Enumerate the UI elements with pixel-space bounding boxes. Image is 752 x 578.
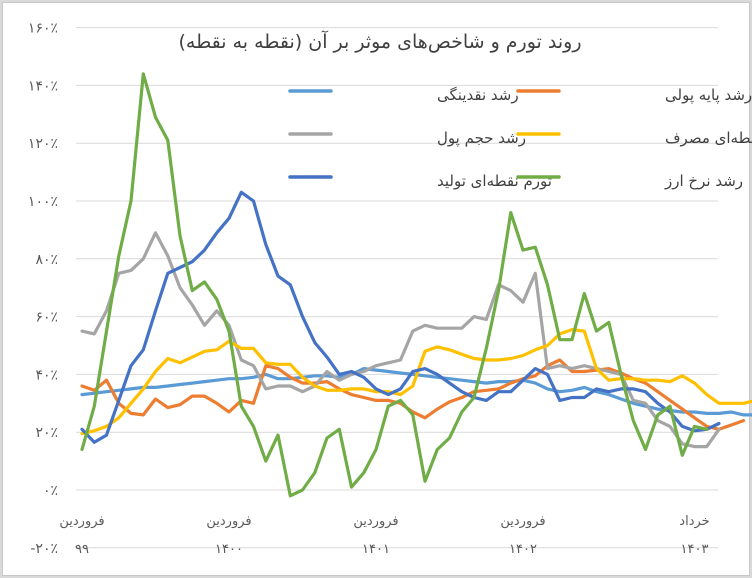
x-tick-month: فروردین	[59, 514, 104, 529]
y-tick-label: ۱۰۰٪	[28, 194, 58, 210]
series-line	[80, 328, 752, 436]
x-tick-month: فروردین	[206, 514, 251, 529]
x-tick-year: ۱۴۰۲	[509, 542, 537, 557]
x-tick-year: ۱۴۰۰	[215, 542, 243, 557]
y-tick-label: ۱۴۰٪	[28, 78, 58, 94]
legend-label: تورم نقطه‌ای مصرف	[665, 129, 752, 147]
legend-label: رشد پایه پولی	[665, 86, 752, 105]
legend-label: رشد نرخ ارز	[664, 172, 743, 190]
legend-label: رشد حجم پول	[437, 129, 526, 148]
series-line	[80, 231, 721, 449]
legend-label: رشد نقدینگی	[437, 86, 519, 104]
chart-title: روند تورم و شاخص‌های موثر بر آن (نقطه به…	[178, 29, 581, 53]
gridlines	[76, 27, 718, 549]
y-tick-label: ۴۰٪	[35, 367, 58, 383]
y-tick-label: ۲۰٪	[35, 425, 58, 441]
y-tick-label: -۲۰٪	[30, 541, 58, 557]
legend: رشد نقدینگی رشد پایه پولی رشد حجم پول تورم …	[288, 86, 752, 190]
y-tick-label: ۰٪	[43, 483, 58, 499]
y-axis-ticks: ۱۶۰٪ ۱۴۰٪ ۱۲۰٪ ۱۰۰٪ ۸۰٪ ۶۰٪ ۴۰٪ ۲۰٪ ۰٪ -۲۰٪	[28, 21, 58, 557]
y-tick-label: ۶۰٪	[35, 310, 58, 326]
y-tick-label: ۱۲۰٪	[28, 136, 58, 152]
x-tick-year: ۱۴۰۱	[362, 542, 390, 557]
y-tick-label: ۱۶۰٪	[28, 21, 58, 37]
x-axis-ticks: فروردین ۹۹ فروردین ۱۴۰۰ فروردین ۱۴۰۱ فروردین ۱۴…	[59, 514, 709, 557]
x-tick-year: ۹۹	[75, 542, 89, 557]
series-line	[80, 190, 721, 444]
y-tick-label: ۸۰٪	[35, 252, 58, 268]
x-tick-year: ۱۴۰۳	[681, 542, 709, 557]
series-lines	[80, 72, 752, 498]
series-line	[80, 367, 752, 417]
series-line	[80, 72, 709, 498]
x-tick-month: خرداد	[679, 514, 709, 529]
x-tick-month: فروردین	[353, 514, 398, 529]
x-tick-month: فروردین	[500, 514, 545, 529]
legend-label: تورم نقطه‌ای تولید	[437, 172, 552, 190]
